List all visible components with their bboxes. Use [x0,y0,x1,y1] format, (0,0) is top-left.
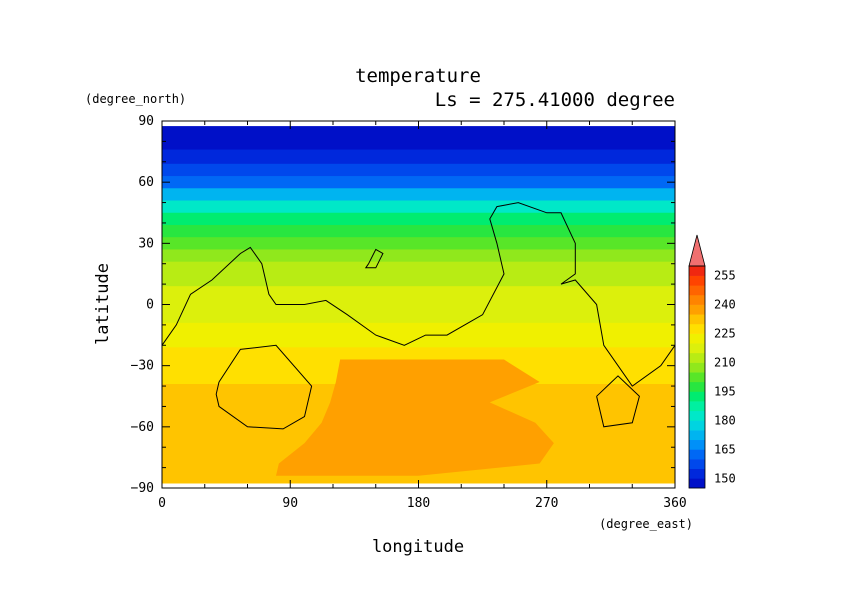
x-tick-label: 0 [158,496,166,511]
heatmap-band [162,261,675,275]
x-tick-label: 360 [663,496,686,511]
x-tick-labels: 0 90 180 270 360 [158,496,687,511]
heatmap-band [162,133,675,151]
heatmap-band [162,237,675,251]
colorbar-swatch [689,401,705,412]
heatmap-band [162,176,675,189]
x-tick-label: 180 [407,496,430,511]
heatmap-band [162,273,675,287]
heatmap-band [162,188,675,202]
y-tick-label: 30 [138,236,154,251]
x-tick-label: 270 [535,496,558,511]
colorbar-swatch [689,468,705,479]
colorbar-swatch [689,410,705,421]
colorbar-frame [688,265,706,489]
colorbar-label: 225 [714,327,736,341]
colorbar-swatch [689,478,705,489]
colorbar-swatch [689,285,705,296]
heatmap-band [162,298,675,312]
heatmap-band [162,163,675,177]
colorbar-swatch [689,333,705,344]
colorbar-swatch [689,352,705,363]
chart-title: temperature [355,65,481,87]
contour-lines [161,202,676,430]
colorbar-swatch [689,439,705,450]
colorbar-swatch [689,266,705,276]
colorbar-label: 150 [714,471,736,485]
heatmap-band [162,347,675,361]
y-tick-label: 90 [138,114,154,129]
heatmap-band [162,335,675,348]
colorbar-swatch [689,275,705,286]
colorbar-swatch [689,420,705,431]
heatmap-band [162,322,675,336]
y-tick-labels: 90 60 30 0 −30 −60 −90 [131,114,154,496]
contour-line [364,248,384,269]
colorbar-swatch [689,430,705,441]
y-unit-label: (degree_north) [85,92,186,106]
heatmap-band [162,200,675,214]
heatmap-band [162,286,675,299]
colorbar-swatch [689,304,705,315]
chart-subtitle: Ls = 275.41000 degree [435,89,675,111]
colorbar-swatch [689,362,705,373]
y-tick-label: −60 [131,420,154,435]
y-tick-label: −90 [131,481,154,496]
y-tick-label: −30 [131,359,154,374]
warm-region [276,359,554,476]
colorbar-label: 210 [714,356,736,370]
y-tick-label: 0 [146,298,154,313]
heatmap-band [162,126,675,135]
x-tick-label: 90 [282,496,298,511]
colorbar-label: 180 [714,413,736,427]
heatmap-band [162,212,675,226]
colorbar-swatch [689,391,705,402]
heatmap-band [162,224,675,238]
colorbar-swatch [689,343,705,354]
colorbar-label: 255 [714,269,736,283]
axis-ticks [161,120,676,489]
colorbar-label: 240 [714,298,736,312]
colorbar: 255 240 225 210 195 180 165 150 [688,234,736,489]
colorbar-arrow [688,234,706,267]
colorbar-label: 195 [714,384,736,398]
heatmap-band [162,310,675,324]
heatmap-band [162,249,675,263]
heatmap-field [162,126,675,484]
colorbar-swatch [689,449,705,460]
contour-line [161,202,676,387]
colorbar-swatch [689,372,705,383]
heatmap-band [162,149,675,165]
colorbar-swatch [689,314,705,325]
x-unit-label: (degree_east) [599,517,693,531]
contour-line [596,375,640,428]
contour-line [215,344,313,430]
colorbar-swatch [689,381,705,392]
colorbar-swatch [689,323,705,334]
x-axis-title: longitude [372,537,464,557]
y-axis-title: latitude [93,263,113,345]
colorbar-swatch [689,294,705,305]
y-tick-label: 60 [138,175,154,190]
colorbar-label: 165 [714,442,736,456]
colorbar-swatch [689,459,705,469]
